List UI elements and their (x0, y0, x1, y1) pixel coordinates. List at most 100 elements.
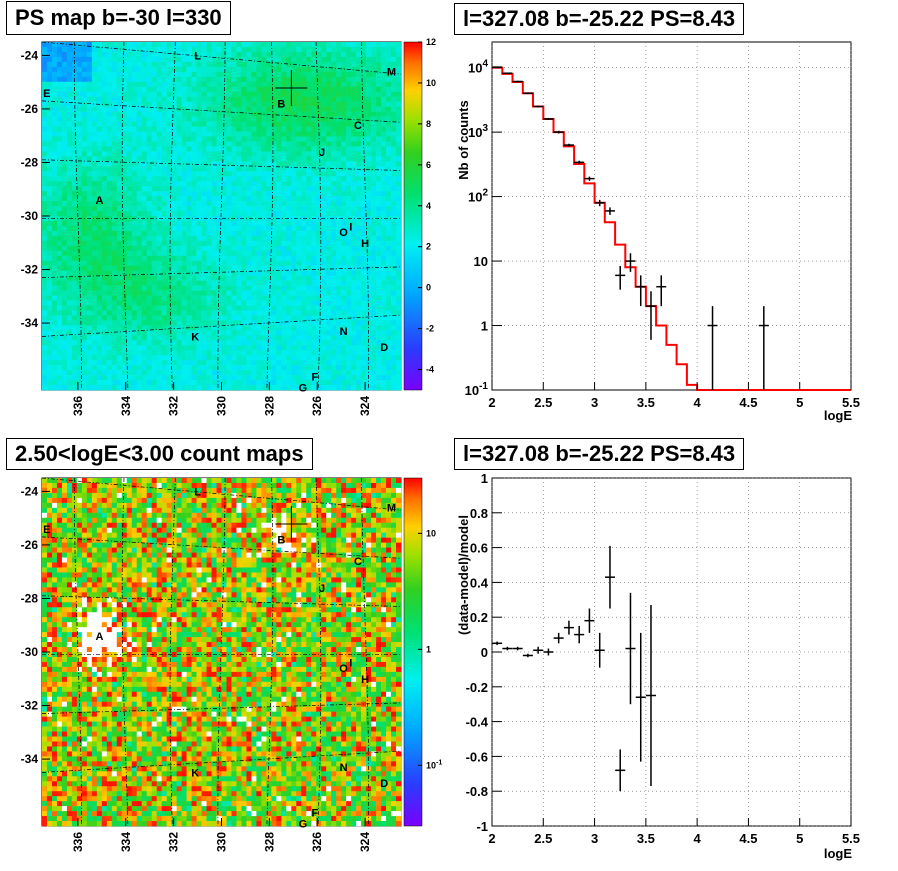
heatmap-cell (156, 225, 162, 232)
heatmap-cell (191, 76, 197, 83)
heatmap-cell (216, 201, 222, 207)
heatmap-cell (356, 335, 362, 341)
heatmap-cell (386, 225, 392, 232)
heatmap-cell (116, 111, 123, 117)
heatmap-cell (151, 245, 157, 252)
heatmap-cell (271, 216, 277, 222)
heatmap-cell (316, 181, 322, 187)
heatmap-cell (91, 71, 98, 78)
heatmap-cell (181, 350, 187, 356)
heatmap-cell (166, 350, 172, 356)
heatmap-cell (156, 206, 162, 212)
heatmap-cell (66, 295, 73, 301)
heatmap-cell (221, 360, 227, 366)
heatmap-cell (176, 86, 182, 93)
heatmap-cell (241, 131, 247, 137)
heatmap-cell (361, 206, 367, 212)
heatmap-cell (231, 240, 237, 247)
heatmap-cell (381, 151, 387, 157)
heatmap-cell (56, 46, 63, 53)
heatmap-cell (81, 46, 88, 53)
heatmap-cell (351, 240, 357, 247)
heatmap-cell (151, 295, 157, 301)
heatmap-cell (121, 310, 128, 316)
heatmap-cell (391, 111, 397, 117)
heatmap-cell (231, 325, 237, 331)
heatmap-cell (246, 330, 252, 336)
heatmap-cell (341, 91, 347, 97)
heatmap-cell (151, 230, 157, 237)
heatmap-cell (86, 76, 93, 83)
heatmap-cell (236, 300, 242, 306)
heatmap-cell (151, 260, 157, 267)
heatmap-cell (126, 106, 133, 112)
heatmap-cell (121, 325, 128, 331)
heatmap-cell (296, 235, 302, 242)
heatmap-cell (346, 345, 352, 351)
heatmap-cell (321, 101, 327, 107)
heatmap-cell (151, 131, 157, 137)
heatmap-cell (361, 51, 367, 58)
heatmap-cell (261, 220, 267, 227)
heatmap-cell (141, 315, 148, 321)
heatmap-cell (201, 156, 207, 162)
heatmap-cell (276, 121, 282, 127)
heatmap-cell (381, 275, 387, 281)
heatmap-cell (396, 71, 402, 78)
heatmap-cell (151, 76, 157, 83)
heatmap-cell (91, 340, 98, 346)
heatmap-cell (71, 220, 78, 227)
heatmap-cell (76, 136, 83, 142)
heatmap-cell (111, 245, 118, 252)
heatmap-cell (306, 191, 312, 197)
heatmap-cell (116, 126, 123, 132)
heatmap-cell (371, 86, 377, 93)
heatmap-cell (116, 206, 123, 212)
heatmap-cell (281, 181, 287, 187)
heatmap-cell (126, 121, 133, 127)
heatmap-cell (176, 220, 182, 227)
heatmap-cell (376, 330, 382, 336)
heatmap-cell (271, 255, 277, 262)
heatmap-cell (246, 295, 252, 301)
heatmap-cell (191, 385, 197, 391)
heatmap-cell (166, 380, 172, 386)
heatmap-cell (341, 186, 347, 192)
heatmap-cell (371, 42, 377, 48)
heatmap-cell (391, 81, 397, 88)
heatmap-cell (341, 260, 347, 267)
heatmap-cell (356, 345, 362, 351)
heatmap-cell (161, 285, 167, 291)
heatmap-cell (266, 220, 272, 227)
heatmap-cell (296, 285, 302, 291)
heatmap-cell (306, 151, 312, 157)
heatmap-cell (156, 380, 162, 386)
heatmap-cell (66, 136, 73, 142)
heatmap-cell (42, 206, 48, 212)
heatmap-cell (156, 146, 162, 152)
heatmap-cell (216, 240, 222, 247)
heatmap-cell (236, 245, 242, 252)
heatmap-cell (81, 76, 88, 83)
heatmap-cell (371, 111, 377, 117)
heatmap-cell (371, 255, 377, 262)
heatmap-cell (146, 285, 152, 291)
heatmap-cell (71, 106, 78, 112)
heatmap-cell (211, 101, 217, 107)
heatmap-cell (151, 146, 157, 152)
heatmap-cell (311, 285, 317, 291)
heatmap-cell (156, 270, 162, 276)
heatmap-cell (61, 171, 68, 177)
heatmap-cell (56, 96, 63, 102)
heatmap-cell (321, 235, 327, 242)
heatmap-cell (301, 375, 307, 381)
heatmap-cell (181, 46, 187, 53)
heatmap-cell (246, 345, 252, 351)
heatmap-cell (256, 91, 262, 97)
heatmap-cell (376, 181, 382, 187)
heatmap-cell (141, 141, 148, 147)
heatmap-cell (256, 270, 262, 276)
heatmap-cell (361, 161, 367, 167)
heatmap-cell (296, 305, 302, 311)
heatmap-cell (376, 46, 382, 53)
